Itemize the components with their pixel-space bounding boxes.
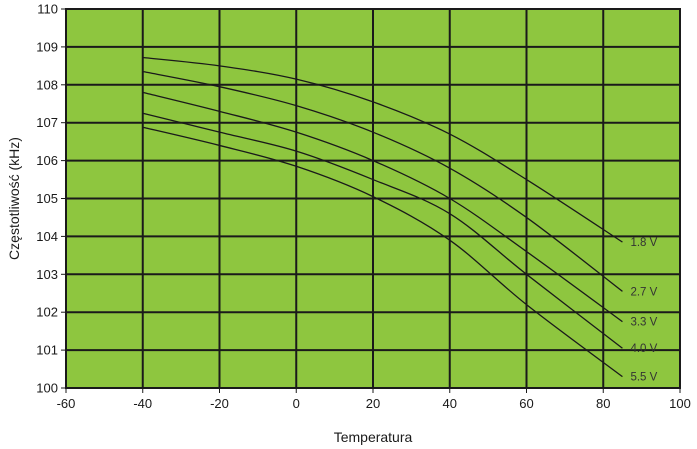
series-line-1 — [142, 56, 623, 243]
x-tick-label: 100 — [669, 396, 691, 411]
y-tick-label: 109 — [36, 39, 58, 54]
tick-labels: 100 101 102 103 104 105 106 107 108 109 110 -60 -40 -… — [36, 2, 691, 412]
series-line-3 — [142, 91, 623, 323]
series-label-2: 2.7 V — [630, 286, 657, 298]
plot-border — [65, 8, 681, 389]
y-tick-label: 101 — [36, 343, 58, 358]
x-tick-label: -60 — [57, 396, 76, 411]
y-tick-label: 102 — [36, 305, 58, 320]
series-label-5: 5.5 V — [630, 372, 657, 384]
series-label-4: 4.0 V — [630, 343, 657, 355]
y-tick-label: 103 — [36, 267, 58, 282]
series-line-2 — [142, 70, 623, 292]
y-tick-label: 104 — [36, 229, 58, 244]
y-tick-label: 106 — [36, 153, 58, 168]
y-tick-label: 110 — [37, 2, 58, 17]
grid — [61, 8, 681, 393]
x-tick-label: 60 — [519, 396, 533, 411]
series-label-1: 1.8 V — [630, 237, 657, 249]
series-line-5 — [142, 126, 623, 378]
series-line-4 — [142, 112, 623, 349]
x-tick-label: -20 — [210, 396, 229, 411]
x-axis-title: Temperatura — [334, 429, 413, 445]
series-labels: 1.8 V 2.7 V 3.3 V 4.0 V 5.5 V — [630, 237, 657, 384]
x-tick-label: 0 — [293, 396, 300, 411]
x-tick-label: 40 — [443, 396, 457, 411]
x-tick-label: 80 — [596, 396, 610, 411]
y-tick-label: 105 — [36, 191, 58, 206]
x-tick-label: 20 — [366, 396, 380, 411]
y-axis-title: Częstotliwość (kHz) — [6, 137, 22, 260]
x-tick-label: -40 — [133, 396, 152, 411]
y-tick-label: 108 — [36, 77, 58, 92]
series-label-3: 3.3 V — [630, 317, 657, 329]
series-lines — [142, 56, 623, 378]
y-tick-label: 100 — [36, 381, 58, 396]
y-tick-label: 107 — [36, 115, 58, 130]
